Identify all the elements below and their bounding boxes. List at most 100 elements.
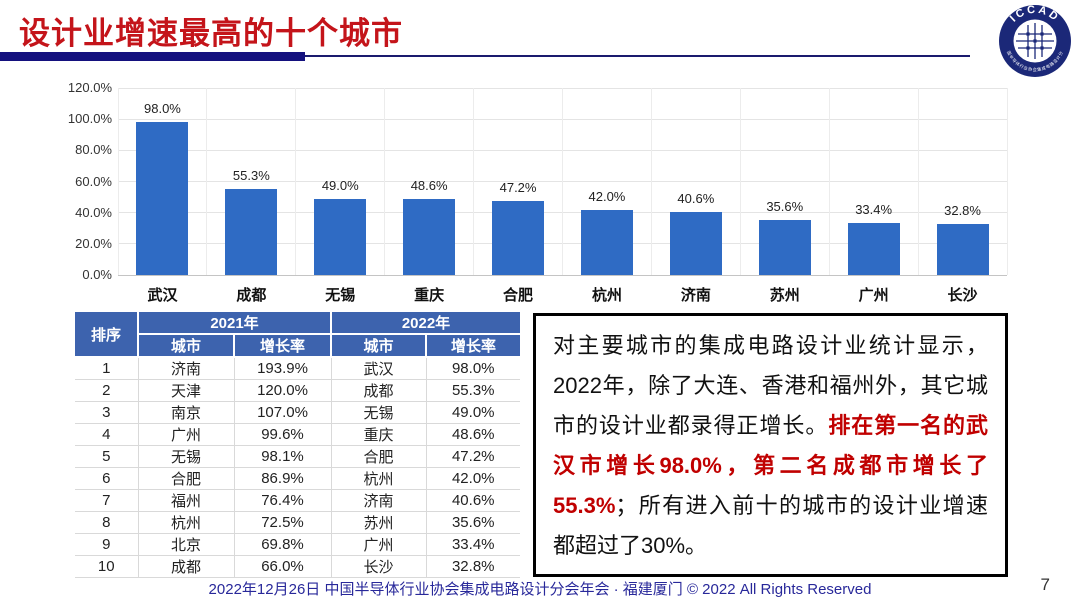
chart-gridline-v [917,88,919,275]
table-cell: 8 [75,511,139,534]
x-axis-category-label: 济南 [680,287,711,304]
chart-gridline-v [739,88,741,275]
table-cell: 成都 [330,379,427,402]
y-axis-tick-label: 60.0% [75,173,112,189]
table-cell: 107.0% [233,401,332,424]
table-row: 6 合肥 86.9% 杭州 42.0% [75,467,520,490]
page-number: 7 [1040,575,1050,594]
bar-value-label: 49.0% [321,177,359,193]
table-cell: 6 [75,467,139,490]
chart-gridline-v [384,88,386,275]
table-cell: 济南 [330,489,427,512]
table-cell: 广州 [330,533,427,556]
table-cell: 66.0% [233,555,332,578]
iccad-logo: ICCAD 中国半导体行业协会集成电路设计分会 [993,0,1075,78]
x-axis-category-label: 长沙 [947,287,978,304]
table-row: 9 北京 69.8% 广州 33.4% [75,533,520,556]
logo-grid-nodes-icon [1026,32,1044,50]
table-cell: 49.0% [425,401,520,424]
table-cell: 69.8% [233,533,332,556]
growth-bar-chart: 98.0% 武汉 55.3% 成都 49.0% 无锡 48.6% 重庆 47.2% 合肥 42.0%… [60,78,1012,310]
table-row: 4 广州 99.6% 重庆 48.6% [75,423,520,446]
table-cell: 47.2% [425,445,520,468]
table-cell: 35.6% [425,511,520,534]
bar-value-label: 47.2% [499,180,537,196]
chart-bar [225,188,278,275]
table-row: 2 天津 120.0% 成都 55.3% [75,379,520,402]
table-cell: 合肥 [330,445,427,468]
table-row: 1 济南 193.9% 武汉 98.0% [75,356,520,380]
table-cell: 长沙 [330,555,427,578]
table-corner-header: 排序 [75,312,139,358]
chart-bar [758,219,811,275]
table-cell: 杭州 [330,467,427,490]
table-cell: 55.3% [425,379,520,402]
bar-value-label: 32.8% [944,202,981,218]
table-sub-header: 城市 [138,333,235,358]
chart-gridline-v [562,88,563,275]
table-cell: 苏州 [330,511,427,534]
table-cell: 1 [75,356,139,380]
chart-bar [314,198,367,275]
y-axis-tick-label: 100.0% [67,111,112,127]
table-cell: 合肥 [137,467,235,490]
bar-value-label: 98.0% [144,101,181,117]
table-sub-header: 增长率 [233,333,332,358]
iccad-logo-icon: ICCAD 中国半导体行业协会集成电路设计分会 [993,0,1071,77]
table-header: 排序 2021年 2022年 城市 增长率 城市 增长率 [75,312,520,358]
chart-gridline-v [828,88,830,275]
table-cell: 南京 [137,401,235,424]
table-sub-header: 增长率 [425,333,520,358]
bar-value-label: 42.0% [588,188,626,204]
chart-bar [403,199,456,275]
bar-value-label: 35.6% [766,198,804,214]
bar-value-label: 33.4% [855,201,893,217]
title-divider-thin [305,55,970,57]
table-cell: 48.6% [425,423,520,446]
chart-bar [492,201,545,275]
commentary-highlight: 排在第一名的武汉市增长98.0%，第二名成都市增长了55.3% [553,413,988,518]
x-axis-category-label: 苏州 [769,287,800,304]
table-cell: 无锡 [137,445,235,468]
table-cell: 武汉 [330,356,427,380]
chart-bar [136,122,189,275]
x-axis-category-label: 合肥 [503,287,534,304]
table-row: 10 成都 66.0% 长沙 32.8% [75,555,520,578]
table-cell: 北京 [137,533,235,556]
table-row: 7 福州 76.4% 济南 40.6% [75,489,520,512]
table-cell: 72.5% [233,511,332,534]
y-axis-tick-label: 80.0% [75,142,112,158]
x-axis-category-label: 广州 [858,287,889,304]
x-axis-category-label: 无锡 [325,287,356,304]
bar-value-label: 55.3% [232,167,270,183]
chart-bar [580,209,633,275]
bar-value-label: 40.6% [677,190,715,206]
table-cell: 98.1% [233,445,332,468]
table-cell: 40.6% [425,489,520,512]
commentary-box: 对主要城市的集成电路设计业统计显示，2022年，除了大连、香港和福州外，其它城市… [533,313,1008,577]
commentary-text: 对主要城市的集成电路设计业统计显示，2022年，除了大连、香港和福州外，其它城市… [553,326,988,566]
table-row: 5 无锡 98.1% 合肥 47.2% [75,445,520,468]
table-sub-header: 城市 [330,333,427,358]
table-cell: 天津 [137,379,235,402]
bar-value-label: 48.6% [410,178,448,194]
y-axis-tick-label: 0.0% [82,267,112,282]
page-title: 设计业增速最高的十个城市 [19,16,403,51]
commentary-segment: 对主要城市的集成电路设计业统计显示，2022年，除了大连、香港和福州外，其它城市… [553,333,988,438]
chart-plot-area: 98.0% 武汉 55.3% 成都 49.0% 无锡 48.6% 重庆 47.2% 合肥 42.0%… [117,87,1008,304]
table-year-header: 2021年 [137,312,332,335]
chart-gridline-v [1006,88,1008,275]
table-cell: 广州 [137,423,235,446]
commentary-segment: ；所有进入前十的城市的设计业增速都超过了30%。 [553,493,988,558]
x-axis-category-label: 重庆 [414,287,445,304]
chart-bar [936,223,989,275]
table-cell: 120.0% [233,379,332,402]
x-axis-category-label: 武汉 [147,287,178,304]
table-cell: 86.9% [233,467,332,490]
table-cell: 成都 [137,555,235,578]
table-cell: 重庆 [330,423,427,446]
table-row: 8 杭州 72.5% 苏州 35.6% [75,511,520,534]
chart-bar [669,211,722,275]
table-cell: 济南 [137,356,235,380]
